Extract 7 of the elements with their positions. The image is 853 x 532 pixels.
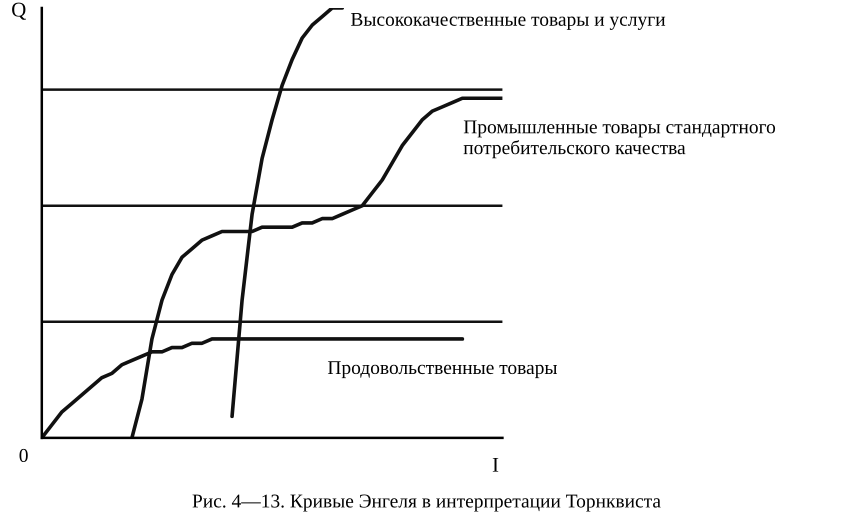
- series-label: Высококачественные товары и услуги: [350, 12, 666, 30]
- text: Рис. 4—13. Кривые Энгеля в интерпретации Торнквиста: [192, 494, 661, 512]
- series-label: Продовольственные товары: [328, 361, 558, 378]
- x-axis-title: I: [492, 458, 498, 472]
- text: 0: [20, 448, 28, 462]
- series-label: Промышленные товары стандартного потребительского качества: [464, 120, 776, 158]
- y-axis-title: Q: [12, 2, 26, 20]
